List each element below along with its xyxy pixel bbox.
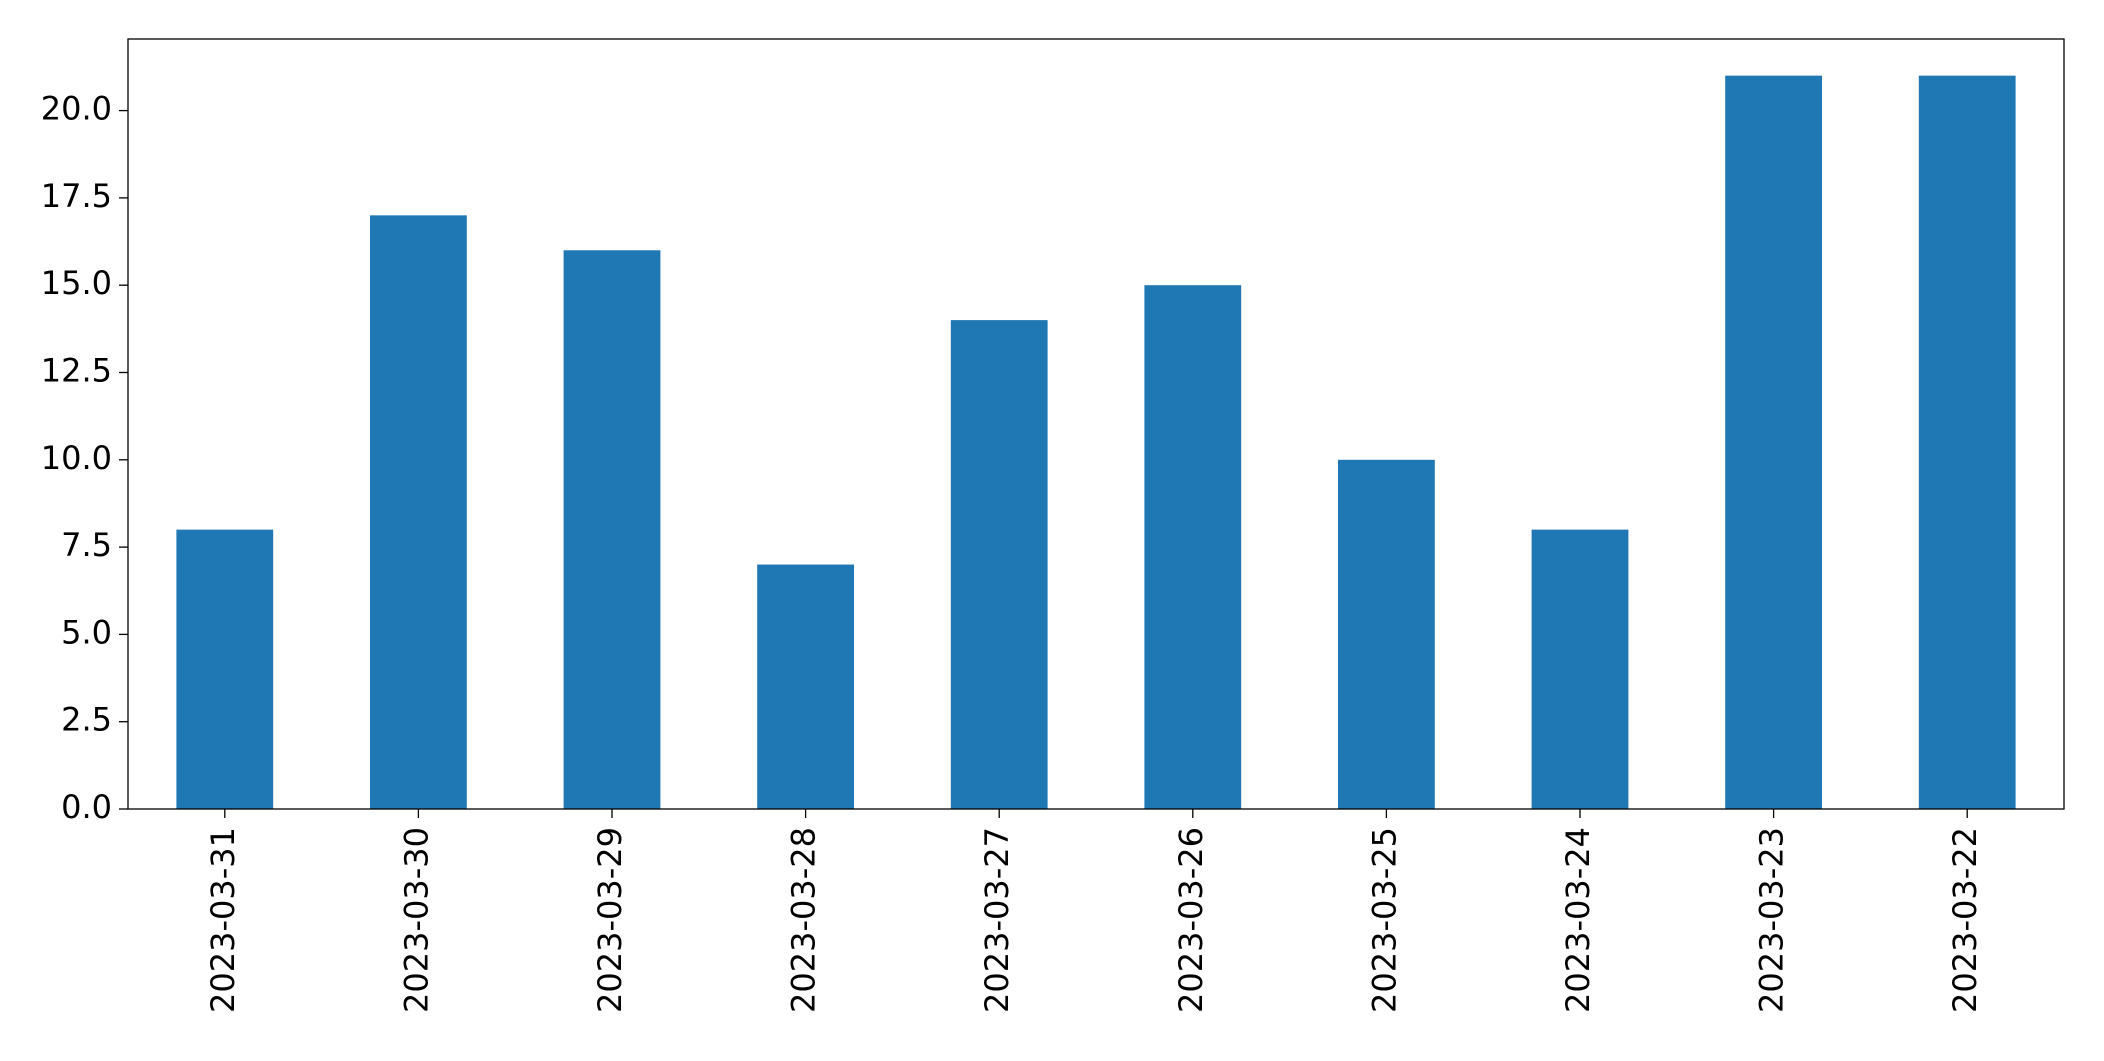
bar [176,529,274,809]
bar [1531,529,1629,809]
x-tick-label: 2023-03-25 [1365,827,1403,1013]
x-tick-label: 2023-03-27 [978,827,1016,1013]
x-tick-label: 2023-03-22 [1946,827,1984,1013]
y-tick-label: 20.0 [41,90,112,128]
y-tick-label: 2.5 [61,701,112,739]
y-tick-label: 17.5 [41,177,112,215]
x-tick-label: 2023-03-30 [397,827,435,1013]
y-tick-label: 10.0 [41,439,112,477]
bar [950,320,1048,809]
bar [370,215,467,809]
x-tick-label: 2023-03-28 [785,827,823,1013]
x-tick-label: 2023-03-29 [591,827,629,1013]
y-tick-label: 0.0 [61,788,112,826]
x-tick-label: 2023-03-26 [1172,827,1210,1013]
x-tick-label: 2023-03-24 [1559,827,1597,1013]
y-tick-label: 7.5 [61,526,112,564]
y-tick-label: 12.5 [41,351,112,389]
x-tick-label: 2023-03-31 [204,827,242,1013]
y-tick-label: 5.0 [61,613,112,651]
bar [1144,285,1242,809]
bar [1918,75,2016,809]
y-tick-label: 15.0 [41,264,112,302]
bar [1725,75,1822,809]
bar [563,250,661,809]
x-tick-label: 2023-03-23 [1753,827,1791,1013]
bar [1338,459,1435,809]
bar [757,564,854,809]
plot-frame [127,38,2065,810]
